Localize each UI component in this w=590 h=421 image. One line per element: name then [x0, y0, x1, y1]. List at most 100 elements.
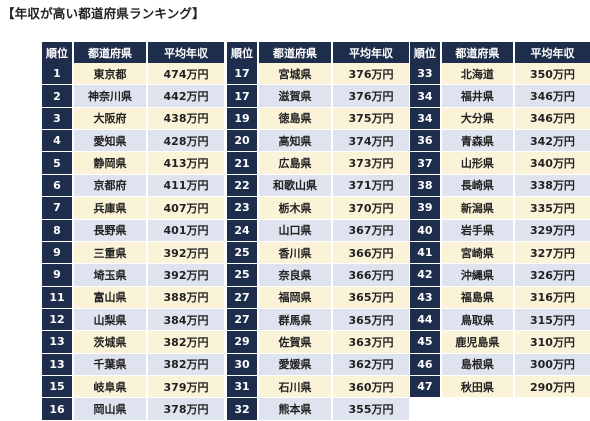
- income-cell: 376万円: [333, 85, 409, 108]
- prefecture-cell: 島根県: [441, 353, 515, 377]
- header-prefecture: 都道府県: [74, 42, 148, 63]
- table-row: 34 福井県 346万円: [410, 85, 590, 108]
- income-cell: 329万円: [514, 219, 590, 242]
- rank-cell: 37: [410, 152, 442, 175]
- income-cell: 362万円: [333, 353, 409, 377]
- prefecture-cell: 福島県: [441, 286, 515, 309]
- table-row: 1 東京都 474万円: [42, 63, 224, 86]
- income-cell: 388万円: [148, 286, 224, 309]
- prefecture-cell: 広島県: [259, 152, 333, 175]
- income-cell: 300万円: [514, 353, 590, 377]
- income-cell: 310万円: [514, 331, 590, 354]
- table-row: 9 三重県 392万円: [42, 241, 224, 265]
- rank-cell: 7: [42, 197, 74, 220]
- income-cell: 350万円: [514, 63, 590, 86]
- income-cell: 315万円: [514, 308, 590, 332]
- table-row: 36 青森県 342万円: [410, 130, 590, 153]
- income-cell: 428万円: [148, 130, 224, 153]
- income-cell: 316万円: [514, 286, 590, 309]
- rank-cell: 27: [227, 308, 259, 332]
- prefecture-cell: 群馬県: [259, 308, 333, 332]
- rank-cell: 6: [42, 174, 74, 198]
- rank-cell: 12: [42, 308, 74, 332]
- table-row: 7 兵庫県 407万円: [42, 197, 224, 220]
- table-row: 3 大阪府 438万円: [42, 107, 224, 131]
- rank-cell: 31: [227, 376, 259, 399]
- prefecture-cell: 青森県: [441, 130, 515, 153]
- table-row: 12 山梨県 384万円: [42, 308, 224, 332]
- table-row: 25 奈良県 366万円: [227, 264, 409, 287]
- table-row: 2 神奈川県 442万円: [42, 85, 224, 108]
- prefecture-cell: 宮崎県: [441, 241, 515, 265]
- income-cell: 371万円: [333, 174, 409, 198]
- header-income: 平均年収: [148, 42, 224, 63]
- table-row: 19 徳島県 375万円: [227, 107, 409, 131]
- rank-cell: 4: [42, 130, 74, 153]
- prefecture-cell: 香川県: [259, 241, 333, 265]
- rank-cell: 36: [410, 130, 442, 153]
- rank-cell: 17: [227, 85, 259, 108]
- ranking-table-1: 順位 都道府県 平均年収 1 東京都 474万円 2 神奈川県 442万円 3 大阪府 438万…: [42, 42, 224, 421]
- income-cell: 442万円: [148, 85, 224, 108]
- prefecture-cell: 鹿児島県: [441, 331, 515, 354]
- table-row: 30 愛媛県 362万円: [227, 353, 409, 377]
- rank-cell: 24: [227, 219, 259, 242]
- table-row: 38 長崎県 338万円: [410, 174, 590, 198]
- prefecture-cell: 北海道: [441, 63, 515, 86]
- table-row: 29 佐賀県 363万円: [227, 331, 409, 354]
- income-cell: 374万円: [333, 130, 409, 153]
- table-row: 15 岐阜県 379万円: [42, 376, 224, 399]
- ranking-table-2: 順位 都道府県 平均年収 17 宮城県 376万円 17 滋賀県 376万円 19 徳島県 37…: [227, 42, 409, 421]
- income-cell: 326万円: [514, 264, 590, 287]
- prefecture-cell: 新潟県: [441, 197, 515, 220]
- prefecture-cell: 山梨県: [74, 308, 148, 332]
- rank-cell: 40: [410, 219, 442, 242]
- rank-cell: 15: [42, 376, 74, 399]
- income-cell: 335万円: [514, 197, 590, 220]
- rank-cell: 2: [42, 85, 74, 108]
- rank-cell: 44: [410, 308, 442, 332]
- rank-cell: 29: [227, 331, 259, 354]
- table-row: 32 熊本県 355万円: [227, 398, 409, 421]
- table-row: 39 新潟県 335万円: [410, 197, 590, 220]
- income-cell: 401万円: [148, 219, 224, 242]
- rank-cell: 32: [227, 398, 259, 421]
- prefecture-cell: 愛媛県: [259, 353, 333, 377]
- prefecture-cell: 岐阜県: [74, 376, 148, 399]
- prefecture-cell: 埼玉県: [74, 264, 148, 287]
- table-row: 46 島根県 300万円: [410, 353, 590, 377]
- table-row: 42 沖縄県 326万円: [410, 264, 590, 287]
- rank-cell: 30: [227, 353, 259, 377]
- table-row: 47 秋田県 290万円: [410, 376, 590, 399]
- table-row: 13 茨城県 382万円: [42, 331, 224, 354]
- header-prefecture: 都道府県: [441, 42, 515, 63]
- table-row: 22 和歌山県 371万円: [227, 174, 409, 198]
- rank-cell: 3: [42, 107, 74, 131]
- prefecture-cell: 岡山県: [74, 398, 148, 421]
- prefecture-cell: 栃木県: [259, 197, 333, 220]
- table-row: 9 埼玉県 392万円: [42, 264, 224, 287]
- income-cell: 327万円: [514, 241, 590, 265]
- prefecture-cell: 福井県: [441, 85, 515, 108]
- table-header-row: 順位 都道府県 平均年収: [410, 42, 590, 63]
- income-cell: 340万円: [514, 152, 590, 175]
- income-cell: 342万円: [514, 130, 590, 153]
- rank-cell: 11: [42, 286, 74, 309]
- table-row: 13 千葉県 382万円: [42, 353, 224, 377]
- prefecture-cell: 静岡県: [74, 152, 148, 175]
- table-row: 17 滋賀県 376万円: [227, 85, 409, 108]
- income-cell: 438万円: [148, 107, 224, 131]
- prefecture-cell: 熊本県: [259, 398, 333, 421]
- prefecture-cell: 石川県: [259, 376, 333, 399]
- income-cell: 392万円: [148, 241, 224, 265]
- table-row: 43 福島県 316万円: [410, 286, 590, 309]
- prefecture-cell: 愛知県: [74, 130, 148, 153]
- income-cell: 366万円: [333, 264, 409, 287]
- rank-cell: 19: [227, 107, 259, 131]
- prefecture-cell: 大阪府: [74, 107, 148, 131]
- rank-cell: 20: [227, 130, 259, 153]
- rank-cell: 34: [410, 107, 442, 131]
- rank-cell: 23: [227, 197, 259, 220]
- page-title: 【年収が高い都道府県ランキング】: [2, 6, 205, 21]
- rank-cell: 21: [227, 152, 259, 175]
